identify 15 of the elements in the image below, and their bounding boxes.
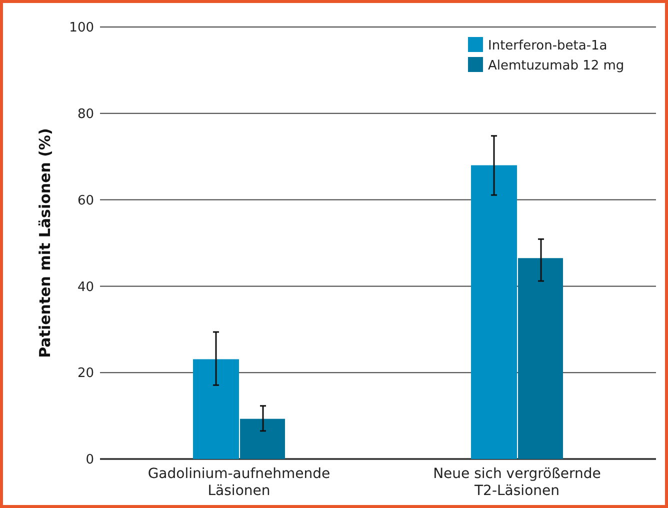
bar xyxy=(518,258,563,459)
y-axis-title: Patienten mit Läsionen (%) xyxy=(36,128,54,358)
x-tick-label: Neue sich vergrößernde T2-Läsionen xyxy=(433,466,601,499)
bar xyxy=(471,165,517,459)
y-tick-label: 80 xyxy=(77,106,94,122)
bar xyxy=(240,418,285,459)
bar xyxy=(193,359,239,459)
x-tick-label: Gadolinium-aufnehmende Läsionen xyxy=(148,466,330,499)
y-tick-label: 60 xyxy=(77,193,94,208)
y-tick-label: 20 xyxy=(77,366,94,382)
y-tick-label: 40 xyxy=(77,280,94,295)
y-tick-label: 0 xyxy=(86,452,94,468)
y-tick-label: 100 xyxy=(69,20,94,36)
legend-label: Interferon-beta-1a xyxy=(488,38,608,54)
legend-label: Alemtuzumab 12 mg xyxy=(488,58,624,74)
